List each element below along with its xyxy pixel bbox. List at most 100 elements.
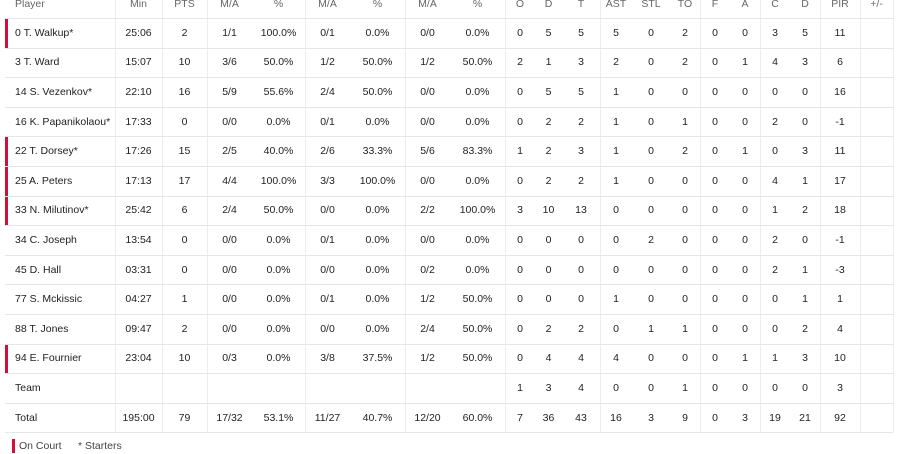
stat-cell: 10 xyxy=(178,56,191,69)
row-separator xyxy=(5,284,893,286)
player-name: 77 S. Mckissic xyxy=(15,293,83,306)
stat-cell: 0.0% xyxy=(365,26,390,39)
stat-cell: 0 xyxy=(682,293,688,306)
stat-cell: 0 xyxy=(772,145,778,158)
player-name: 34 C. Joseph xyxy=(15,234,77,246)
stat-cell: 17 xyxy=(178,174,191,187)
stat-cell: 11 xyxy=(834,145,846,158)
stat-cell: 0 xyxy=(682,352,688,365)
stat-cell: 195:00 xyxy=(122,411,155,424)
stat-cell: 5 xyxy=(545,86,552,98)
column-header: % xyxy=(372,0,383,10)
stat-cell: 04:27 xyxy=(125,293,152,306)
row-separator xyxy=(5,195,893,197)
stat-cell: 0 xyxy=(802,86,808,98)
column-header: % xyxy=(472,0,483,10)
column-header: M/A xyxy=(220,0,239,10)
stat-cell: 0/0 xyxy=(222,234,237,246)
stat-cell: 0 xyxy=(517,352,523,365)
stat-cell: 0 xyxy=(772,382,778,394)
column-separator xyxy=(860,0,861,433)
stat-cell: 0 xyxy=(545,263,552,276)
stat-cell: 0.0% xyxy=(365,322,390,335)
stat-cell: 0 xyxy=(648,382,654,394)
column-header: TO xyxy=(677,0,693,10)
stat-cell: 0/1 xyxy=(320,26,335,39)
stat-cell: 17:33 xyxy=(125,115,152,128)
stat-cell: 1 xyxy=(682,322,688,335)
stat-cell: 0 xyxy=(742,86,748,98)
stat-cell: 4 xyxy=(613,352,619,365)
stat-cell: 0 xyxy=(578,234,584,246)
legend-starters: * Starters xyxy=(78,440,122,452)
stat-cell: 0 xyxy=(712,293,718,306)
stat-cell: 0/1 xyxy=(320,293,335,306)
stat-cell: 100.0% xyxy=(260,174,297,187)
row-separator xyxy=(5,373,893,375)
stat-cell: 0 xyxy=(517,234,523,246)
stat-cell: 3 xyxy=(772,26,778,39)
stat-cell: 4/4 xyxy=(222,174,237,187)
column-header: O xyxy=(515,0,525,10)
stat-cell: 0/0 xyxy=(222,115,237,128)
stat-cell: 0 xyxy=(682,86,688,98)
stat-cell: 0 xyxy=(712,382,718,394)
stat-cell: 0/0 xyxy=(420,174,435,187)
legend-swatch xyxy=(12,439,15,453)
stat-cell: 0.0% xyxy=(465,263,490,276)
stat-cell: 0 xyxy=(613,204,619,217)
player-name: 25 A. Peters xyxy=(15,174,73,187)
stat-cell: 3 xyxy=(517,204,523,217)
stat-cell: 0 xyxy=(613,382,619,394)
stat-cell: 1 xyxy=(742,56,748,69)
stat-cell: 2 xyxy=(802,322,808,335)
stat-cell: 25:06 xyxy=(125,26,152,39)
stat-cell: 0 xyxy=(181,263,188,276)
stat-cell: 5 xyxy=(578,26,584,39)
stat-cell: 0 xyxy=(772,86,778,98)
stat-cell: 17 xyxy=(834,174,846,187)
stat-cell: 2 xyxy=(545,174,552,187)
stat-cell: 50.0% xyxy=(263,204,294,217)
row-separator xyxy=(5,77,893,79)
stat-cell: 1 xyxy=(613,293,619,306)
stat-cell: 2/2 xyxy=(420,204,435,217)
stat-cell: 0 xyxy=(648,174,654,187)
stat-cell: 0.0% xyxy=(365,234,390,246)
stat-cell: 23:04 xyxy=(125,352,152,365)
stat-cell: 0 xyxy=(712,352,718,365)
stat-cell: 0/0 xyxy=(420,26,435,39)
row-separator xyxy=(5,47,893,49)
stat-cell: 1 xyxy=(802,263,808,276)
stat-cell: 2 xyxy=(181,322,188,335)
stat-cell: 2 xyxy=(648,234,654,246)
stat-cell: 10 xyxy=(178,352,191,365)
stat-cell: 0 xyxy=(712,174,718,187)
stat-cell: 1 xyxy=(682,115,688,128)
stat-cell: 3 xyxy=(837,382,843,394)
stat-cell: 1 xyxy=(802,174,808,187)
stat-cell: 2 xyxy=(545,145,552,158)
row-separator xyxy=(5,432,893,434)
on-court-marker xyxy=(5,196,8,226)
stat-cell: 2/4 xyxy=(222,204,237,217)
column-separator xyxy=(820,0,821,433)
stat-cell: 2 xyxy=(181,26,188,39)
on-court-marker xyxy=(5,344,8,374)
column-header: AST xyxy=(605,0,627,10)
stat-cell: 1 xyxy=(772,352,778,365)
stat-cell: 4 xyxy=(578,352,584,365)
stat-cell: 1 xyxy=(613,145,619,158)
stat-cell: 2 xyxy=(578,115,584,128)
stat-cell: 3 xyxy=(545,382,552,394)
stat-cell: 0.0% xyxy=(266,322,291,335)
player-name: 88 T. Jones xyxy=(15,322,69,335)
row-separator xyxy=(5,18,893,19)
stat-cell: 0 xyxy=(181,234,188,246)
stat-cell: 0.0% xyxy=(465,234,490,246)
stat-cell: 10 xyxy=(542,204,555,217)
stat-cell: 0/0 xyxy=(222,293,237,306)
stat-cell: 1 xyxy=(613,174,619,187)
stat-cell: 3 xyxy=(578,56,584,69)
stat-cell: 0 xyxy=(517,293,523,306)
